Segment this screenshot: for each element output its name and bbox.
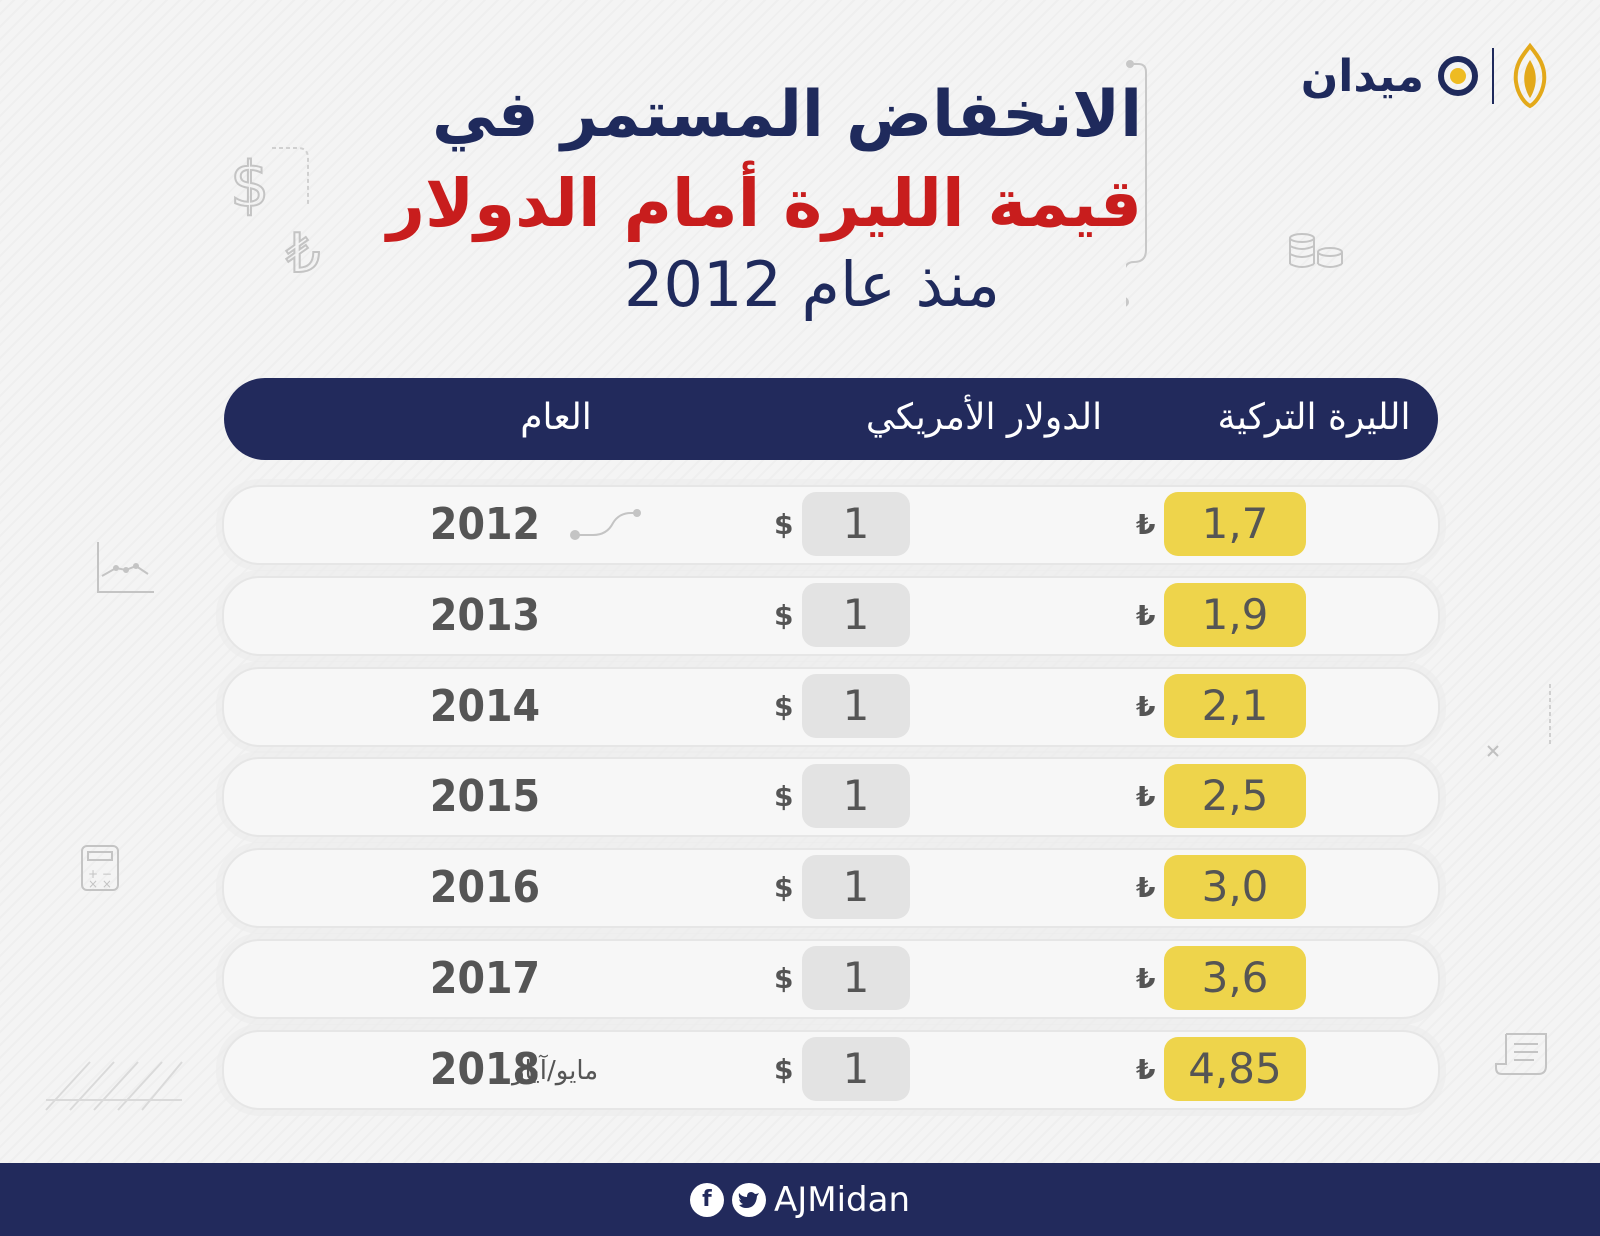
title-bracket-decoration (1126, 60, 1147, 307)
row-note: مايو/آيار (512, 1056, 599, 1086)
table-row: 2016 $ 1 ₺ 3,0 (222, 848, 1440, 928)
row-year: 2017 (429, 953, 541, 1004)
row-year: 2014 (429, 681, 541, 732)
logo-divider (1492, 48, 1494, 104)
lira-symbol: ₺ (1136, 780, 1156, 813)
social-handle: f AJMidan (0, 1163, 1600, 1236)
header-lira: الليرة التركية (1217, 397, 1411, 438)
usd-symbol: $ (774, 1053, 794, 1086)
title-line-2: قيمة الليرة أمام الدولار (386, 165, 1142, 242)
table-row: 2014 $ 1 ₺ 2,1 (222, 667, 1440, 747)
row-year: 2018 (429, 1044, 541, 1095)
midan-logo-icon (1438, 56, 1478, 96)
lira-symbol: ₺ (1136, 871, 1156, 904)
lira-symbol: ₺ (1136, 508, 1156, 541)
title-line-3: منذ عام 2012 (624, 248, 1000, 321)
svg-text:+ −: + − (88, 867, 112, 881)
brand-name: ميدان (1300, 50, 1424, 102)
lira-value: 1,9 (1164, 583, 1306, 647)
lira-symbol: ₺ (1136, 1053, 1156, 1086)
row-year: 2012 (429, 499, 541, 550)
usd-value: 1 (802, 583, 910, 647)
coins-icon (1289, 233, 1343, 268)
lira-value: 2,5 (1164, 764, 1306, 828)
svg-text:× ×: × × (88, 877, 112, 891)
table-row: 2017 $ 1 ₺ 3,6 (222, 939, 1440, 1019)
row-year: 2015 (429, 771, 541, 822)
cross-decoration (1487, 684, 1551, 757)
table-row: 2013 $ 1 ₺ 1,9 (222, 576, 1440, 656)
dollar-icon: $ ₺ (229, 147, 321, 276)
usd-symbol: $ (774, 871, 794, 904)
usd-value: 1 (802, 674, 910, 738)
lira-symbol: ₺ (1136, 690, 1156, 723)
table-row: 2015 $ 1 ₺ 2,5 (222, 757, 1440, 837)
hatch-decoration (45, 1061, 183, 1111)
lira-value: 3,6 (1164, 946, 1306, 1010)
handle-text[interactable]: AJMidan (773, 1179, 911, 1220)
lira-value: 2,1 (1164, 674, 1306, 738)
table-row: 2012 $ 1 ₺ 1,7 (222, 485, 1440, 565)
table-header: العام الدولار الأمريكي الليرة التركية (224, 378, 1438, 460)
svg-text:$: $ (230, 148, 269, 221)
lira-value: 3,0 (1164, 855, 1306, 919)
usd-value: 1 (802, 946, 910, 1010)
row-year: 2016 (429, 862, 541, 913)
svg-text:₺: ₺ (286, 222, 320, 276)
lira-value: 1,7 (1164, 492, 1306, 556)
usd-symbol: $ (774, 780, 794, 813)
table-row: 2018 مايو/آيار $ 1 ₺ 4,85 (222, 1030, 1440, 1110)
usd-value: 1 (802, 1037, 910, 1101)
connector-decoration (570, 509, 641, 540)
calculator-icon: + − × × (81, 845, 119, 891)
usd-symbol: $ (774, 962, 794, 995)
usd-symbol: $ (774, 508, 794, 541)
lira-value: 4,85 (1164, 1037, 1306, 1101)
brand-logo: ميدان (1301, 36, 1552, 116)
usd-value: 1 (802, 764, 910, 828)
usd-symbol: $ (774, 690, 794, 723)
usd-value: 1 (802, 855, 910, 919)
lira-symbol: ₺ (1136, 962, 1156, 995)
row-year: 2013 (429, 590, 541, 641)
aljazeera-logo-icon (1513, 42, 1547, 109)
title-line-1: الانخفاض المستمر في (432, 78, 1142, 152)
lira-symbol: ₺ (1136, 599, 1156, 632)
header-usd: الدولار الأمريكي (865, 397, 1103, 438)
receipt-icon (1495, 1033, 1547, 1075)
chart-icon (97, 542, 154, 593)
twitter-icon[interactable] (731, 1182, 766, 1217)
usd-symbol: $ (774, 599, 794, 632)
header-year: العام (520, 397, 592, 438)
footer-bar: f AJMidan (0, 1163, 1600, 1236)
usd-value: 1 (802, 492, 910, 556)
facebook-icon[interactable]: f (689, 1182, 724, 1217)
